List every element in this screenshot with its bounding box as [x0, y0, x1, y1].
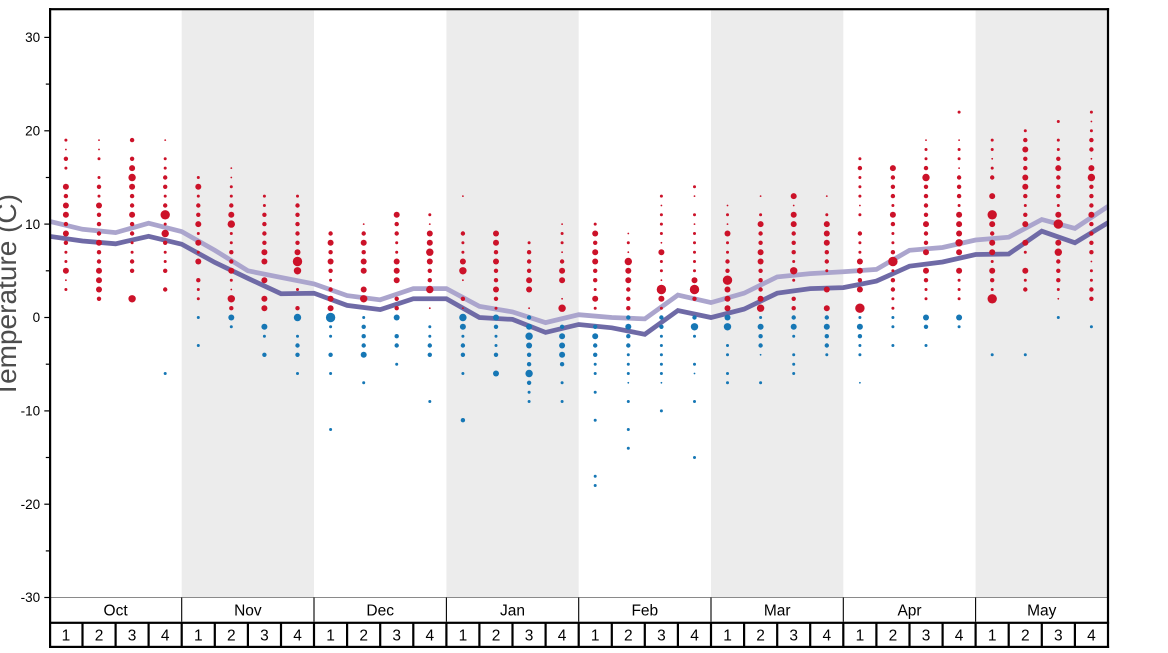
svg-text:1: 1	[459, 628, 468, 645]
svg-text:2: 2	[1021, 628, 1030, 645]
svg-text:1: 1	[194, 628, 203, 645]
svg-text:1: 1	[723, 628, 732, 645]
svg-text:4: 4	[425, 628, 434, 645]
svg-text:4: 4	[690, 628, 699, 645]
svg-text:-20: -20	[21, 497, 41, 512]
svg-text:1: 1	[591, 628, 600, 645]
svg-text:4: 4	[161, 628, 170, 645]
svg-text:1: 1	[326, 628, 335, 645]
svg-text:May: May	[1027, 603, 1057, 620]
svg-text:Oct: Oct	[104, 603, 129, 620]
svg-text:Temperature (C): Temperature (C)	[0, 194, 22, 398]
svg-text:2: 2	[889, 628, 898, 645]
svg-text:-10: -10	[21, 404, 41, 419]
svg-text:3: 3	[128, 628, 137, 645]
svg-text:4: 4	[955, 628, 964, 645]
svg-text:4: 4	[822, 628, 831, 645]
svg-text:0: 0	[33, 310, 41, 325]
svg-text:3: 3	[1054, 628, 1063, 645]
svg-text:3: 3	[392, 628, 401, 645]
svg-text:Mar: Mar	[764, 603, 791, 620]
svg-text:Dec: Dec	[366, 603, 394, 620]
svg-text:2: 2	[492, 628, 501, 645]
svg-text:4: 4	[1087, 628, 1096, 645]
svg-text:1: 1	[62, 628, 71, 645]
svg-text:4: 4	[558, 628, 567, 645]
svg-text:2: 2	[95, 628, 104, 645]
svg-text:Jan: Jan	[500, 603, 525, 620]
svg-text:10: 10	[25, 217, 40, 232]
svg-text:3: 3	[525, 628, 534, 645]
svg-text:2: 2	[359, 628, 368, 645]
svg-text:1: 1	[988, 628, 997, 645]
svg-text:-30: -30	[21, 590, 41, 605]
svg-text:30: 30	[25, 30, 40, 45]
svg-text:20: 20	[25, 124, 40, 139]
svg-text:4: 4	[293, 628, 302, 645]
svg-text:1: 1	[856, 628, 865, 645]
svg-text:2: 2	[227, 628, 236, 645]
svg-text:3: 3	[922, 628, 931, 645]
svg-text:Feb: Feb	[631, 603, 658, 620]
svg-text:3: 3	[260, 628, 269, 645]
svg-text:2: 2	[756, 628, 765, 645]
svg-text:3: 3	[657, 628, 666, 645]
svg-text:2: 2	[624, 628, 633, 645]
svg-text:Nov: Nov	[234, 603, 262, 620]
svg-text:3: 3	[789, 628, 798, 645]
svg-text:Apr: Apr	[897, 603, 921, 620]
